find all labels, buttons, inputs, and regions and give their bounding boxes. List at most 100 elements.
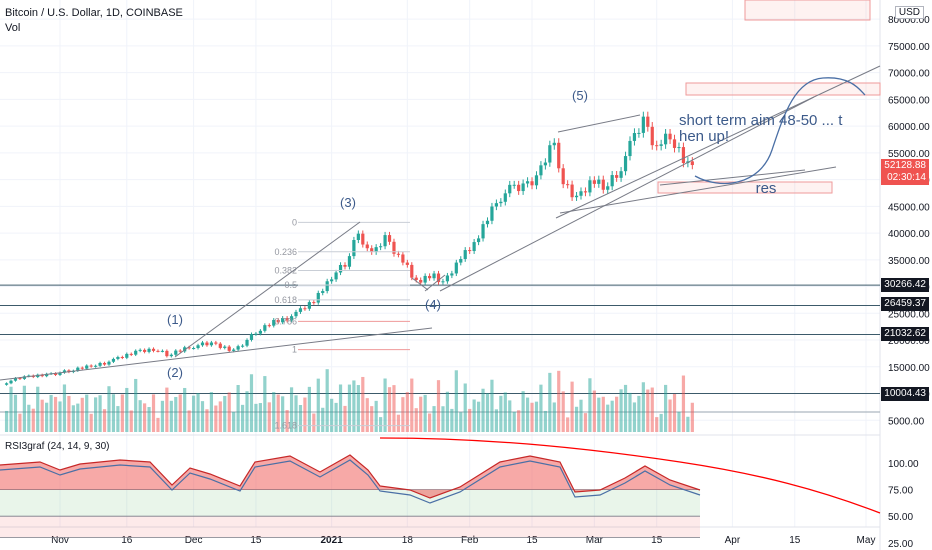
volume-bar (472, 399, 476, 432)
volume-bar (508, 400, 512, 432)
resistance-zone (744, 0, 871, 21)
candle-body (361, 233, 365, 245)
y-tick-label: 5000.00 (888, 416, 925, 427)
volume-bar (481, 388, 485, 432)
trend-line (424, 274, 446, 292)
candle-body (392, 241, 396, 254)
candle-body (240, 345, 245, 347)
candle-body (218, 343, 222, 348)
trend-line (659, 169, 806, 186)
symbol-title[interactable]: Bitcoin / U.S. Dollar, 1D, COINBASE (5, 7, 183, 19)
candle-body (374, 247, 378, 252)
volume-bar (316, 378, 320, 432)
candle-body (548, 145, 552, 163)
candle-body (650, 126, 654, 146)
candle-body (365, 244, 369, 249)
volume-bar (120, 394, 124, 432)
fib-level-label: 0.786 (274, 316, 297, 326)
candle-body (534, 175, 539, 186)
volume-bar (245, 391, 249, 432)
candle-body (281, 318, 285, 323)
annotation-text: short term aim 48-50 ... t (679, 112, 843, 129)
chart-legend: Bitcoin / U.S. Dollar, 1D, COINBASE Vol (5, 6, 183, 36)
y-tick-label: 40000.00 (888, 229, 930, 240)
x-tick-label: Feb (461, 535, 479, 546)
volume-bar (111, 394, 116, 432)
volume-bar (22, 385, 26, 432)
volume-bar (641, 382, 645, 432)
volume-bar (294, 395, 298, 432)
candle-body (200, 342, 205, 346)
rsi-legend[interactable]: RSI3graf (24, 14, 9, 30) (5, 441, 110, 452)
volume-bar (89, 413, 93, 432)
volume-bar (223, 395, 227, 432)
volume-bar (232, 411, 236, 432)
volume-bar (588, 378, 592, 432)
volume-bar (298, 405, 303, 432)
volume-bar (423, 394, 427, 432)
candle-body (445, 275, 450, 282)
candle-body (672, 139, 677, 148)
volume-bar (147, 407, 151, 432)
currency-label[interactable]: USD (894, 6, 924, 19)
trend-line (174, 221, 361, 358)
candle-body (485, 220, 490, 225)
candle-body (289, 316, 294, 321)
x-tick-label: 15 (789, 535, 801, 546)
annotation-label: res (756, 180, 777, 197)
candle-body (543, 162, 547, 166)
volume-bar (468, 408, 472, 432)
candle-body (668, 133, 672, 140)
volume-bar (191, 395, 196, 432)
candle-body (370, 248, 374, 252)
volume-bar (392, 385, 396, 432)
candle-body (383, 235, 387, 247)
candle-body (13, 378, 18, 381)
volume-bar (36, 386, 40, 432)
candle-body (405, 262, 409, 265)
volume-bar (525, 397, 530, 432)
candle-body (205, 342, 209, 346)
candle-body (601, 179, 605, 190)
candle-body (419, 279, 423, 283)
candle-body (111, 358, 116, 362)
y-tick-label: 60000.00 (888, 122, 930, 133)
volume-bar (512, 411, 516, 432)
volume-bar (379, 417, 383, 432)
volume-bar (352, 380, 356, 432)
volume-bar (428, 413, 432, 432)
volume-bar (330, 398, 334, 432)
volume-bar (459, 412, 463, 432)
volume-bar (619, 389, 623, 432)
candle-body (4, 383, 9, 385)
candle-body (459, 259, 463, 263)
candle-body (463, 250, 467, 260)
candle-body (294, 311, 298, 317)
candle-body (62, 370, 67, 373)
y-tick-label: 15000.00 (888, 363, 930, 374)
x-tick-label: 18 (402, 535, 414, 546)
volume-bar (267, 402, 271, 432)
candle-body (76, 367, 80, 371)
candle-body (138, 349, 142, 351)
volume-bar (668, 399, 672, 432)
volume-bar (365, 398, 369, 432)
annotation-label: (1) (167, 312, 183, 327)
candle-body (623, 156, 628, 172)
volume-bar (183, 387, 187, 432)
candle-body (263, 325, 267, 331)
candle-body (655, 145, 659, 147)
volume-bar (178, 394, 182, 432)
trend-line (555, 65, 881, 219)
candle-body (316, 292, 320, 303)
volume-bar (218, 401, 222, 432)
volume-bar (289, 387, 294, 432)
volume-bar (236, 385, 240, 432)
candle-body (272, 319, 276, 326)
candle-body (566, 184, 570, 186)
volume-bar (637, 395, 641, 432)
candle-body (223, 346, 227, 348)
candle-body (659, 144, 663, 146)
candle-body (321, 291, 325, 293)
